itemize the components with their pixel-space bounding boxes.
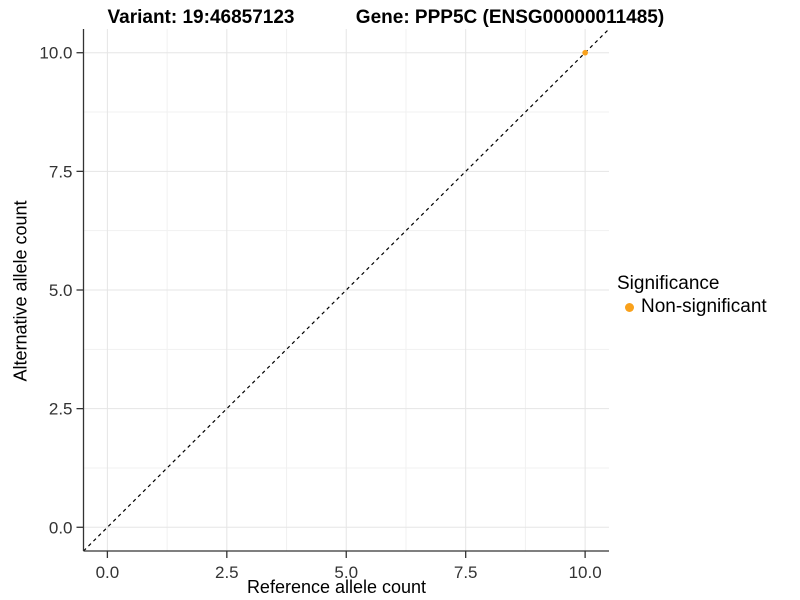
y-tick-label: 0.0	[49, 518, 73, 537]
y-tick-label: 2.5	[49, 400, 73, 419]
x-tick-label: 2.5	[215, 563, 239, 582]
y-tick-label: 10.0	[39, 44, 72, 63]
legend-title: Significance	[617, 273, 720, 294]
x-tick-label: 0.0	[96, 563, 120, 582]
legend: Significance Non-significant	[617, 272, 767, 318]
variant-title: Variant: 19:46857123	[107, 7, 295, 28]
y-tick-label: 7.5	[49, 162, 73, 181]
y-tick-label: 5.0	[49, 281, 73, 300]
data-point	[582, 49, 588, 56]
y-axis-title: Alternative allele count	[10, 200, 31, 382]
x-tick-label: 5.0	[334, 563, 358, 582]
legend-point-icon	[625, 302, 634, 312]
gene-title: Gene: PPP5C (ENSG00000011485)	[355, 7, 665, 28]
legend-entry: Non-significant	[617, 296, 767, 318]
identity-line	[83, 28, 610, 552]
legend-label: Non-significant	[641, 296, 767, 317]
x-axis-title: Reference allele count	[246, 577, 427, 597]
x-tick-label: 7.5	[454, 563, 478, 582]
x-tick-label: 10.0	[569, 563, 602, 582]
